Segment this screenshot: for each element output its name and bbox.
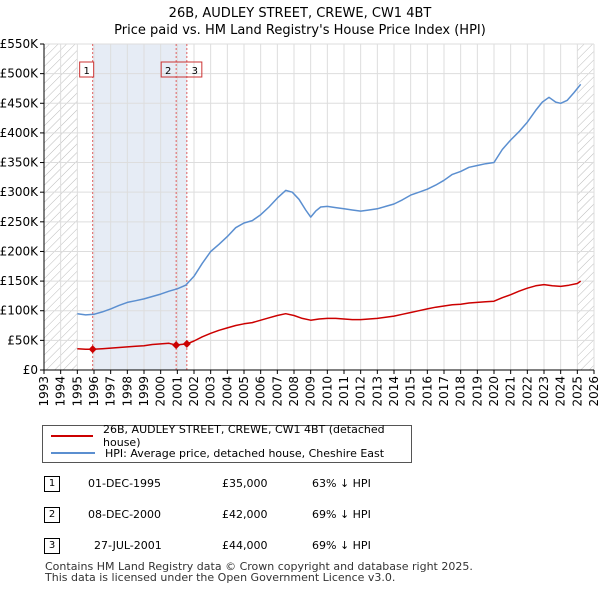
transaction-price: £44,000 (222, 539, 268, 552)
transaction-price: £42,000 (222, 508, 268, 521)
x-tick-label: 1995 (70, 376, 84, 407)
x-tick-label: 2023 (537, 376, 551, 407)
transaction-delta: 69% ↓ HPI (312, 539, 371, 552)
sale-label: 3 (192, 66, 198, 77)
transaction-price: £35,000 (222, 477, 268, 490)
y-tick-label: £150K (0, 274, 39, 288)
sale-point (172, 341, 181, 350)
chart-title: 26B, AUDLEY STREET, CREWE, CW1 4BT (168, 6, 432, 21)
sale-point (88, 345, 97, 354)
x-tick-label: 2022 (520, 376, 534, 407)
x-tick-label: 2009 (304, 376, 318, 407)
ownership-shade (92, 44, 187, 370)
legend-label-hpi: HPI: Average price, detached house, Ches… (105, 446, 385, 460)
footer-licence: This data is licensed under the Open Gov… (45, 571, 396, 584)
hatched-region (577, 44, 594, 370)
sale-label-box (79, 61, 95, 78)
x-tick-label: 2001 (170, 376, 184, 407)
x-tick-label: 2025 (570, 376, 584, 407)
y-tick-label: £400K (0, 126, 39, 140)
x-tick-label: 2003 (204, 376, 218, 407)
x-tick-label: 2015 (404, 376, 418, 407)
sale-label-box (160, 61, 203, 78)
footer-copyright: Contains HM Land Registry data © Crown c… (45, 560, 473, 573)
x-tick-label: 2021 (504, 376, 518, 407)
legend-swatch-hpi (51, 452, 95, 454)
price-chart: 1 2 3 £0 £50K £100K £150K £200K £250K £300K £350K £… (0, 37, 600, 407)
x-tick-label: 2024 (554, 376, 568, 407)
hpi-line (77, 83, 582, 316)
transaction-marker: 2 (44, 507, 60, 523)
legend-swatch-price-paid (51, 435, 94, 437)
transaction-marker: 1 (44, 476, 60, 492)
transaction-date: 01-DEC-1995 (88, 477, 162, 490)
transaction-marker: 3 (44, 538, 60, 554)
x-tick-label: 1994 (54, 376, 68, 407)
x-tick-label: 2007 (270, 376, 284, 407)
x-tick-label: 2020 (487, 376, 501, 407)
sale-label: 1 (83, 66, 89, 77)
x-tick-label: 2005 (237, 376, 251, 407)
y-tick-label: £100K (0, 304, 39, 318)
chart-subtitle: Price paid vs. HM Land Registry's House … (114, 23, 486, 38)
x-tick-label: 2000 (154, 376, 168, 407)
transaction-date: 08-DEC-2000 (88, 508, 162, 521)
x-tick-label: 1993 (37, 376, 51, 407)
transaction-delta: 63% ↓ HPI (312, 477, 371, 490)
y-tick-label: £500K (0, 67, 39, 81)
y-tick-label: £250K (0, 215, 39, 229)
x-tick-label: 2017 (437, 376, 451, 407)
x-tick-label: 2002 (187, 376, 201, 407)
sale-label: 2 (165, 66, 171, 77)
transaction-delta: 69% ↓ HPI (312, 508, 371, 521)
x-tick-label: 1999 (137, 376, 151, 407)
x-tick-label: 2026 (587, 376, 600, 407)
x-tick-label: 2016 (420, 376, 434, 407)
x-tick-label: 1998 (120, 376, 134, 407)
x-tick-label: 1997 (104, 376, 118, 407)
x-tick-label: 2006 (254, 376, 268, 407)
legend-item-hpi: HPI: Average price, detached house, Ches… (51, 445, 384, 461)
legend-item-price-paid: 26B, AUDLEY STREET, CREWE, CW1 4BT (deta… (51, 423, 411, 449)
x-tick-label: 2018 (454, 376, 468, 407)
x-tick-label: 2013 (370, 376, 384, 407)
sale-point (182, 339, 191, 348)
transaction-date: 27-JUL-2001 (94, 539, 162, 552)
x-tick-label: 2008 (287, 376, 301, 407)
x-tick-label: 2011 (337, 376, 351, 407)
x-tick-label: 2012 (354, 376, 368, 407)
y-tick-label: £550K (0, 37, 39, 51)
footer: Contains HM Land Registry data © Crown c… (45, 561, 473, 583)
x-tick-label: 2019 (470, 376, 484, 407)
y-tick-label: £450K (0, 96, 39, 110)
legend-label-price-paid: 26B, AUDLEY STREET, CREWE, CW1 4BT (deta… (103, 423, 385, 449)
y-tick-label: £350K (0, 156, 39, 170)
price-paid-line (77, 280, 582, 351)
x-tick-label: 2010 (320, 376, 334, 407)
x-tick-label: 2014 (387, 376, 401, 407)
x-tick-label: 2004 (220, 376, 234, 407)
y-tick-label: £300K (0, 185, 39, 199)
y-tick-label: £0 (23, 363, 38, 377)
x-tick-label: 1996 (87, 376, 101, 407)
legend: 26B, AUDLEY STREET, CREWE, CW1 4BT (deta… (42, 423, 412, 463)
y-tick-label: £200K (0, 244, 39, 258)
y-tick-label: £50K (7, 333, 39, 347)
